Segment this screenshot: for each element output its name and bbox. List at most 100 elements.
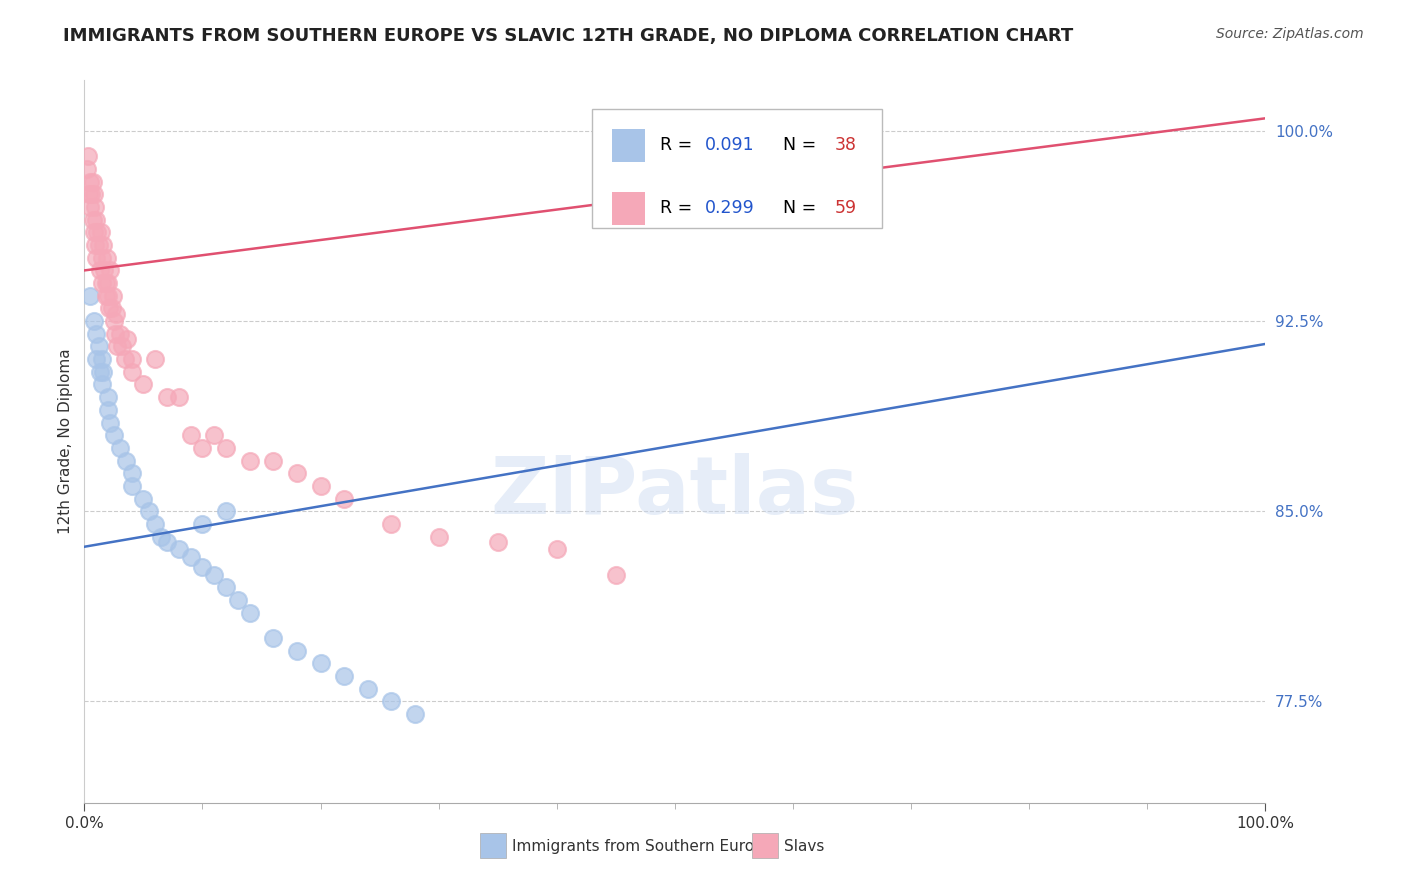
FancyBboxPatch shape <box>752 833 778 858</box>
Text: 0.091: 0.091 <box>704 136 754 154</box>
Point <box>97 390 120 404</box>
Point <box>101 289 124 303</box>
Point <box>357 681 380 696</box>
Point <box>91 352 114 367</box>
Point <box>84 251 107 265</box>
Point <box>103 428 125 442</box>
Point <box>104 326 127 341</box>
Point <box>111 339 134 353</box>
Point <box>202 428 225 442</box>
Point <box>93 263 115 277</box>
Point <box>156 390 179 404</box>
FancyBboxPatch shape <box>479 833 506 858</box>
Point <box>309 657 332 671</box>
Point <box>84 200 107 214</box>
Text: Slavs: Slavs <box>783 838 824 854</box>
Point <box>167 390 190 404</box>
Point <box>605 567 627 582</box>
Point <box>202 567 225 582</box>
Point <box>107 339 129 353</box>
Point <box>121 467 143 481</box>
Point <box>91 251 114 265</box>
Point <box>83 187 105 202</box>
Point <box>333 669 356 683</box>
Point <box>87 339 110 353</box>
Point <box>309 479 332 493</box>
Point <box>191 516 214 531</box>
Point <box>333 491 356 506</box>
Point <box>380 694 402 708</box>
Point <box>83 226 105 240</box>
Point <box>108 441 131 455</box>
Point <box>114 453 136 467</box>
Point <box>546 542 568 557</box>
Point <box>98 301 121 316</box>
Point <box>91 238 114 252</box>
Point <box>150 530 173 544</box>
Text: R =: R = <box>659 199 697 217</box>
Text: IMMIGRANTS FROM SOUTHERN EUROPE VS SLAVIC 12TH GRADE, NO DIPLOMA CORRELATION CHA: IMMIGRANTS FROM SOUTHERN EUROPE VS SLAVI… <box>63 27 1074 45</box>
Point <box>262 631 284 645</box>
Point <box>215 580 238 594</box>
Y-axis label: 12th Grade, No Diploma: 12th Grade, No Diploma <box>58 349 73 534</box>
Point <box>138 504 160 518</box>
Point <box>143 516 166 531</box>
Point <box>108 326 131 341</box>
Point <box>84 212 107 227</box>
Text: N =: N = <box>772 199 821 217</box>
Point <box>132 491 155 506</box>
Point <box>167 542 190 557</box>
Point <box>121 365 143 379</box>
Point <box>215 441 238 455</box>
Point <box>96 251 118 265</box>
Point <box>103 314 125 328</box>
Point <box>83 314 105 328</box>
Point <box>156 534 179 549</box>
Point <box>79 200 101 214</box>
Text: 38: 38 <box>834 136 856 154</box>
Point <box>114 352 136 367</box>
Point <box>180 549 202 564</box>
Point <box>115 332 138 346</box>
Text: 0.299: 0.299 <box>704 199 754 217</box>
Point <box>97 289 120 303</box>
Point <box>87 238 110 252</box>
Point <box>79 175 101 189</box>
Point <box>89 365 111 379</box>
Text: ZIPatlas: ZIPatlas <box>491 453 859 531</box>
Point <box>121 352 143 367</box>
Point <box>98 416 121 430</box>
Point <box>105 306 128 320</box>
Point <box>98 263 121 277</box>
Point <box>84 238 107 252</box>
Point <box>285 467 308 481</box>
Point <box>89 263 111 277</box>
Point <box>215 504 238 518</box>
Point <box>77 149 100 163</box>
Point <box>121 479 143 493</box>
Point <box>191 441 214 455</box>
Point <box>86 226 108 240</box>
Point <box>262 453 284 467</box>
Point <box>180 428 202 442</box>
Point <box>79 289 101 303</box>
Point <box>191 560 214 574</box>
FancyBboxPatch shape <box>612 193 645 225</box>
Point <box>97 402 120 417</box>
Text: Source: ZipAtlas.com: Source: ZipAtlas.com <box>1216 27 1364 41</box>
Point <box>94 276 117 290</box>
Point <box>84 352 107 367</box>
Text: R =: R = <box>659 136 697 154</box>
Point <box>82 175 104 189</box>
Point <box>77 187 100 202</box>
Point <box>80 187 103 202</box>
Text: 59: 59 <box>834 199 856 217</box>
Point <box>100 301 122 316</box>
Point <box>82 212 104 227</box>
Point <box>239 453 262 467</box>
Point <box>427 530 450 544</box>
Point <box>486 534 509 549</box>
Point <box>239 606 262 620</box>
Point <box>226 593 249 607</box>
Point <box>90 226 112 240</box>
